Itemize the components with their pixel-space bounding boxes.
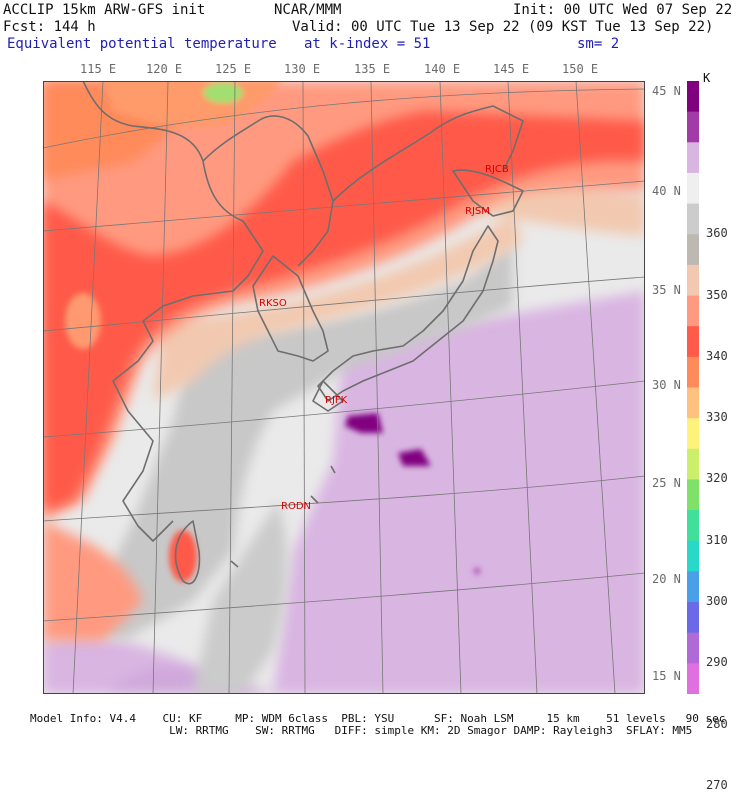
colorbar-tick-label: 320 (706, 471, 728, 486)
colorbar-swatch (687, 479, 699, 511)
org-label: NCAR/MMM (274, 2, 342, 18)
colorbar-swatch (687, 203, 699, 235)
lon-label: 150 E (562, 62, 599, 76)
lon-label: 125 E (215, 62, 252, 76)
colorbar-tick-label: 290 (706, 655, 728, 670)
lat-label: 20 N (652, 572, 681, 586)
colorbar-tick-label: 350 (706, 287, 728, 302)
station-label: RKSO (259, 298, 287, 309)
lat-label: 40 N (652, 184, 681, 198)
colorbar-swatch (687, 448, 699, 480)
colorbar-swatch (687, 632, 699, 664)
lon-label: 115 E (80, 62, 117, 76)
model-info-line1: Model Info: V4.4 CU: KF MP: WDM 6class P… (30, 712, 726, 725)
lon-label: 130 E (284, 62, 321, 76)
colorbar-swatch (687, 356, 699, 388)
map-frame (43, 81, 645, 694)
colorbar-tick-label: 270 (706, 778, 728, 792)
colorbar-swatch (687, 142, 699, 174)
graticule (43, 81, 645, 694)
colorbar-swatch (687, 172, 699, 205)
colorbar-swatch (687, 571, 699, 603)
colorbar-tick-label: 300 (706, 594, 728, 608)
colorbar-tick-label: 340 (706, 348, 728, 363)
smoothing-label: sm= 2 (577, 36, 620, 52)
lat-label: 25 N (652, 476, 681, 490)
coastlines (82, 81, 524, 585)
colorbar-swatch (687, 264, 699, 297)
shaded-field (43, 81, 645, 694)
colorbar-tick-label: 280 (706, 716, 728, 731)
station-label: RJCB (485, 164, 509, 175)
theta-e-map: RJCB RJSM RKSO RJFK RODN (43, 81, 645, 694)
lat-label: 35 N (652, 283, 681, 297)
lat-label: 45 N (652, 84, 681, 98)
colorbar-swatch (687, 418, 699, 450)
colorbar-swatch (687, 81, 699, 113)
field-name: Equivalent potential temperature (7, 36, 277, 52)
forecast-hour: Fcst: 144 h (3, 19, 96, 35)
lon-label: 140 E (424, 62, 461, 76)
colorbar-swatch (687, 234, 699, 266)
init-time: Init: 00 UTC Wed 07 Sep 22 (513, 2, 733, 18)
lon-label: 135 E (354, 62, 391, 76)
lon-label: 120 E (146, 62, 183, 76)
colorbar-tick-label: 330 (706, 410, 728, 425)
valid-time: Valid: 00 UTC Tue 13 Sep 22 (09 KST Tue … (292, 19, 714, 35)
colorbar (687, 81, 699, 694)
colorbar-swatch (687, 510, 699, 542)
lat-label: 15 N (652, 669, 681, 683)
colorbar-tick-label: 310 (706, 532, 728, 547)
model-title: ACCLIP 15km ARW-GFS init (3, 2, 206, 18)
station-label: RJSM (465, 206, 490, 217)
colorbar-swatch (687, 387, 699, 419)
lat-label: 30 N (652, 378, 681, 392)
colorbar-swatch (687, 602, 699, 634)
station-label: RJFK (325, 395, 348, 406)
colorbar-swatch (687, 663, 699, 694)
colorbar-swatch (687, 540, 699, 572)
colorbar-swatch (687, 295, 699, 327)
colorbar-swatch (687, 326, 699, 358)
model-info-line2: LW: RRTMG SW: RRTMG DIFF: simple KM: 2D … (30, 724, 693, 737)
colorbar-tick-label: 360 (706, 226, 728, 241)
stations: RJCB RJSM RKSO RJFK RODN (259, 164, 509, 512)
station-label: RODN (281, 501, 311, 512)
level-label: at k-index = 51 (304, 36, 431, 52)
colorbar-swatch (687, 111, 699, 143)
lon-label: 145 E (493, 62, 530, 76)
colorbar-unit: K (703, 71, 711, 85)
